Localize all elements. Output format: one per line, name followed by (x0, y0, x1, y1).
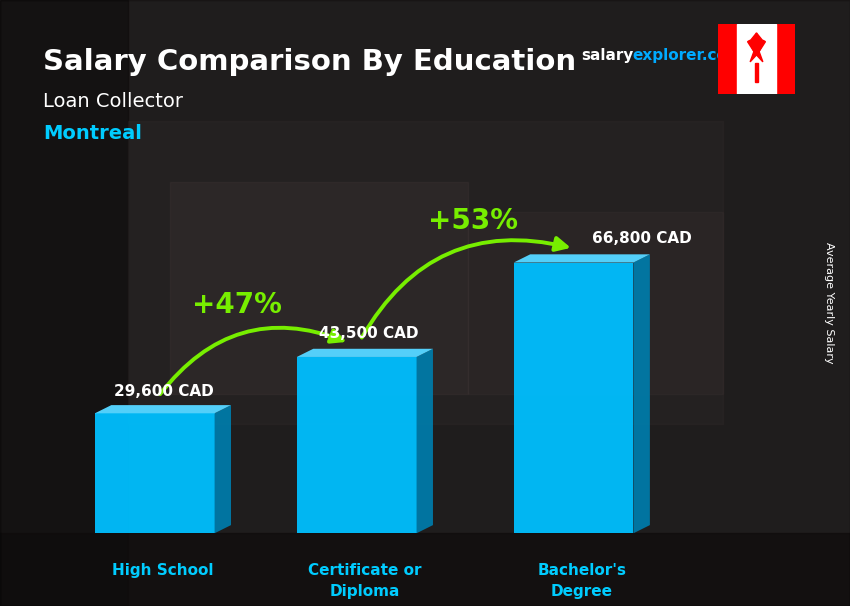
Bar (775, 24, 795, 94)
Text: Montreal: Montreal (43, 124, 142, 143)
Polygon shape (513, 262, 633, 533)
Bar (170, 182, 468, 394)
Text: 43,500 CAD: 43,500 CAD (320, 325, 419, 341)
Polygon shape (513, 255, 650, 262)
Text: +53%: +53% (428, 207, 518, 235)
Bar (468, 212, 722, 394)
Text: 66,800 CAD: 66,800 CAD (592, 231, 692, 246)
Bar (0, 0, 128, 606)
Bar (0, 533, 850, 606)
Bar (737, 24, 775, 94)
Polygon shape (95, 413, 214, 533)
Polygon shape (95, 405, 231, 413)
FancyArrowPatch shape (362, 238, 567, 338)
Text: High School: High School (112, 562, 213, 578)
Text: Certificate or
Diploma: Certificate or Diploma (309, 562, 422, 599)
Polygon shape (214, 405, 231, 533)
Text: Average Yearly Salary: Average Yearly Salary (824, 242, 834, 364)
Text: +47%: +47% (192, 291, 282, 319)
Text: Salary Comparison By Education: Salary Comparison By Education (43, 48, 576, 76)
Text: Bachelor's
Degree: Bachelor's Degree (537, 562, 626, 599)
Text: Loan Collector: Loan Collector (43, 92, 184, 111)
Bar (718, 24, 737, 94)
Text: salary: salary (581, 48, 633, 63)
FancyArrowPatch shape (160, 328, 343, 394)
Polygon shape (297, 349, 433, 357)
Polygon shape (748, 33, 765, 56)
Polygon shape (297, 357, 416, 533)
Polygon shape (749, 33, 764, 62)
Bar (128, 121, 722, 424)
Polygon shape (633, 255, 650, 533)
Text: explorer.com: explorer.com (632, 48, 743, 63)
Text: 29,600 CAD: 29,600 CAD (114, 384, 213, 399)
Polygon shape (416, 349, 433, 533)
Bar (755, 62, 758, 82)
